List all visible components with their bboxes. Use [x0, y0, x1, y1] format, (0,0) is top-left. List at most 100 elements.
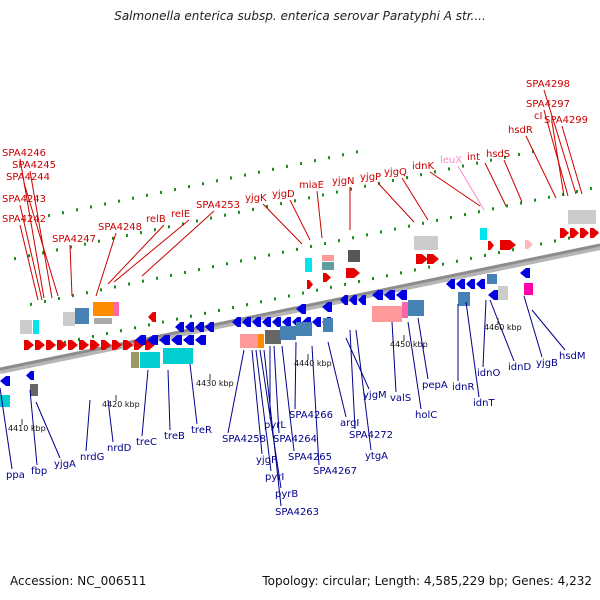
label-leader: [107, 399, 114, 443]
tick-mark: [342, 153, 344, 157]
label-leader: [35, 401, 61, 459]
tick-mark: [210, 216, 212, 220]
tick-mark: [518, 152, 520, 156]
gene-label: SPA4265: [288, 452, 332, 463]
tick-mark: [422, 221, 424, 225]
forward-gene-arrow: [590, 228, 599, 238]
gene-label: cI: [534, 111, 542, 122]
tick-mark: [310, 244, 312, 248]
reverse-gene-arrow: [349, 295, 357, 305]
tick-mark: [296, 247, 298, 251]
gene-label: SPA4258: [222, 434, 266, 445]
tick-mark: [212, 265, 214, 269]
tick-mark: [408, 224, 410, 228]
tick-mark: [224, 213, 226, 217]
label-leader: [29, 170, 53, 299]
gene-label: SPA4248: [98, 222, 142, 233]
gene-label: valS: [390, 393, 411, 404]
tick-mark: [590, 187, 592, 191]
gene-label: treR: [191, 425, 212, 436]
gene-label: yjgF: [256, 455, 277, 466]
tick-mark: [330, 285, 332, 289]
gene-label: nrdD: [107, 443, 132, 454]
tick-mark: [540, 242, 542, 246]
forward-gene-arrow: [427, 254, 439, 264]
label-leader: [543, 109, 569, 197]
gene-label: SPA4272: [349, 430, 393, 441]
feature-block: [240, 334, 258, 348]
tick-mark: [554, 239, 556, 243]
reverse-gene-arrow: [396, 290, 407, 300]
feature-block: [487, 274, 497, 284]
label-leader: [85, 399, 91, 452]
label-leader: [525, 135, 557, 199]
tick-mark: [134, 326, 136, 330]
tick-mark: [484, 253, 486, 257]
tick-mark: [62, 211, 64, 215]
reverse-gene-arrow: [466, 279, 475, 289]
forward-gene-arrow: [500, 240, 516, 250]
feature-block: [280, 326, 296, 340]
label-leader: [69, 244, 73, 297]
tick-mark: [120, 329, 122, 333]
kbp-markers: 4410 kbp 4420 kbp 4430 kbp 4440 kbp 4450 kbp…: [8, 318, 522, 433]
label-leader: [401, 177, 429, 221]
tick-mark: [274, 297, 276, 301]
gene-label: idnK: [412, 161, 434, 172]
forward-gene-arrow: [560, 228, 569, 238]
label-leader-lines: [0, 89, 583, 507]
reverse-gene-arrow: [372, 290, 383, 300]
gene-label: pyrB: [275, 489, 298, 500]
label-leader: [251, 349, 263, 455]
label-leader: [316, 190, 323, 239]
tick-mark: [338, 239, 340, 243]
label-leader: [19, 204, 43, 301]
reverse-gene-arrow: [476, 279, 485, 289]
tick-mark: [216, 179, 218, 183]
feature-block: [480, 228, 487, 240]
feature-block: [296, 322, 312, 336]
label-leader: [95, 232, 117, 297]
tick-mark: [146, 193, 148, 197]
tick-mark: [76, 208, 78, 212]
label-leader: [19, 224, 39, 301]
tick-mark: [520, 201, 522, 205]
forward-gene-arrow: [90, 340, 100, 350]
reverse-gene-arrow: [185, 322, 194, 332]
tick-mark: [154, 228, 156, 232]
tick-mark: [156, 276, 158, 280]
feature-block: [323, 318, 333, 332]
forward-gene-arrow: [79, 340, 89, 350]
tick-mark: [470, 256, 472, 260]
tick-mark: [218, 308, 220, 312]
tick-mark: [534, 198, 536, 202]
forward-gene-arrow: [123, 340, 133, 350]
feature-block: [93, 302, 113, 316]
tick-mark: [232, 306, 234, 310]
tick-mark: [366, 233, 368, 237]
tick-mark: [302, 291, 304, 295]
gene-label: holC: [415, 410, 437, 421]
label-leader: [561, 125, 583, 195]
tick-mark: [324, 242, 326, 246]
feature-block: [568, 210, 596, 224]
feature-block: [131, 352, 139, 368]
reverse-gene-arrow: [252, 317, 261, 327]
feature-block: [305, 258, 312, 272]
tick-mark: [344, 282, 346, 286]
forward-gene-arrow: [416, 254, 428, 264]
tick-mark: [254, 256, 256, 260]
tick-mark: [512, 248, 514, 252]
tick-mark: [140, 231, 142, 235]
tick-mark: [78, 337, 80, 341]
tick-mark: [380, 230, 382, 234]
tick-mark: [238, 210, 240, 214]
reverse-gene-arrow: [272, 317, 281, 327]
gene-label: idnD: [508, 362, 531, 373]
reverse-gene-arrow: [520, 268, 530, 278]
feature-block: [33, 320, 39, 334]
forward-gene-arrow: [101, 340, 111, 350]
tick-mark: [246, 303, 248, 307]
tick-mark: [174, 188, 176, 192]
tick-mark: [314, 159, 316, 163]
